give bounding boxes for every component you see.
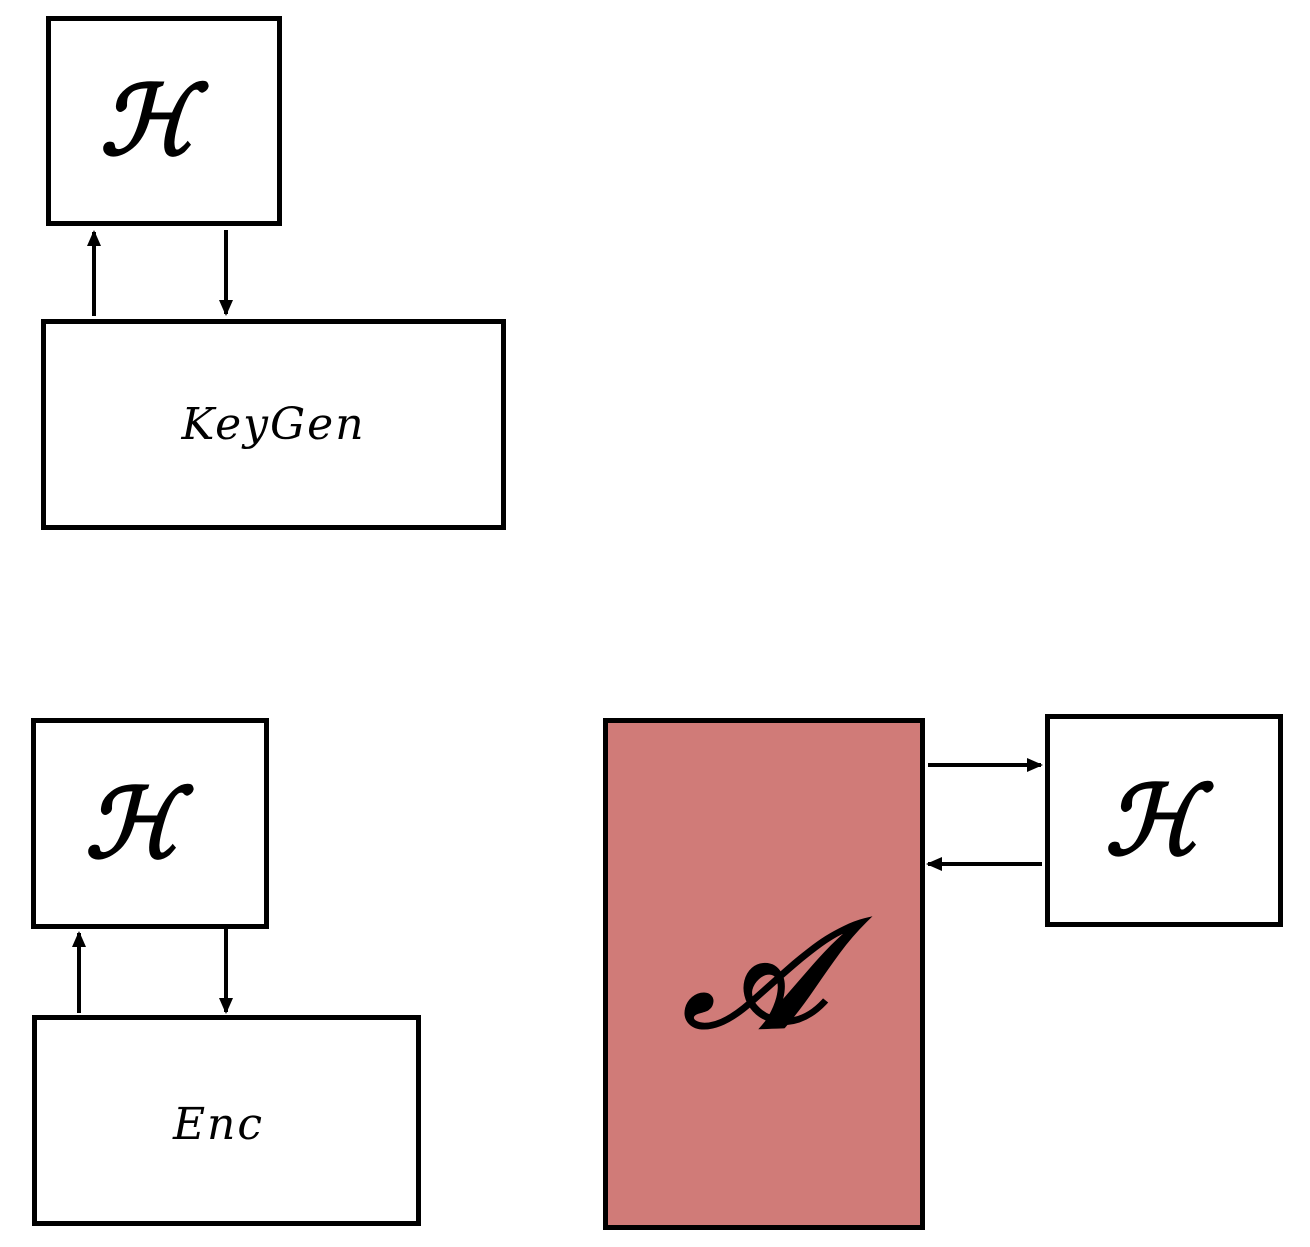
- keygen-oracle-label: ℋ: [99, 64, 195, 177]
- keygen-box: KeyGen: [41, 319, 506, 530]
- enc-oracle-label: ℋ: [84, 766, 180, 880]
- keygen-oracle-box: ℋ: [46, 16, 282, 226]
- keygen-label: KeyGen: [181, 399, 366, 450]
- enc-label: Enc: [172, 1099, 265, 1150]
- enc-box: Enc: [32, 1015, 421, 1226]
- enc-oracle-box: ℋ: [31, 718, 269, 929]
- adversary-oracle-label: ℋ: [1104, 763, 1200, 877]
- adversary-label: 𝒜: [683, 886, 825, 1062]
- adversary-box: 𝒜: [603, 718, 925, 1230]
- adversary-oracle-box: ℋ: [1045, 714, 1283, 927]
